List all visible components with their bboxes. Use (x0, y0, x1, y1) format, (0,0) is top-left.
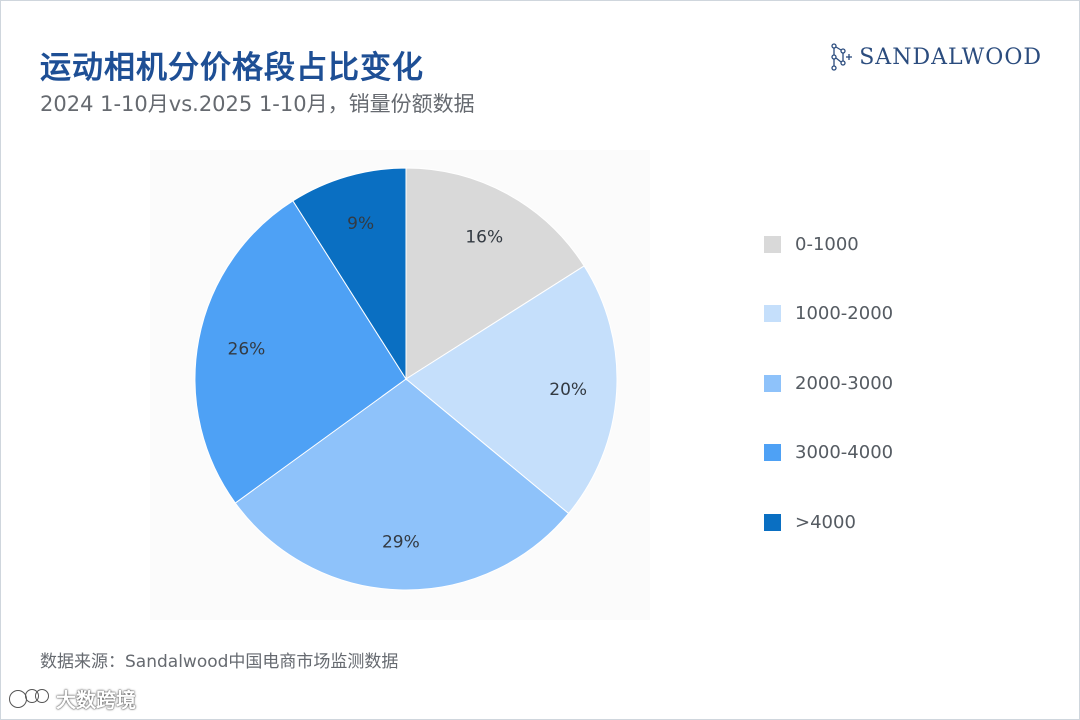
legend-swatch (764, 513, 781, 531)
brand-logo: SANDALWOOD (829, 42, 1042, 72)
page-title: 运动相机分价格段占比变化 (40, 50, 424, 86)
pie-slice-4 (194, 200, 407, 504)
page-subtitle: 2024 1-10月vs.2025 1-10月，销量份额数据 (40, 92, 475, 116)
pie-slice-2 (405, 265, 618, 515)
legend-item-4: 3000-4000 (764, 439, 893, 467)
legend-swatch (764, 235, 781, 253)
pie-slice-3 (234, 378, 570, 591)
slice-label-5: 9% (347, 214, 374, 234)
watermark: 大数跨境 (8, 684, 136, 713)
pie-slice-1 (405, 167, 585, 380)
legend-item-5: >4000 (764, 508, 893, 536)
legend-swatch (764, 305, 781, 322)
brand-name: SANDALWOOD (859, 44, 1042, 70)
slice-label-2: 20% (549, 380, 587, 400)
legend-swatch (764, 444, 781, 461)
legend-label: >4000 (795, 511, 856, 533)
legend-item-3: 2000-3000 (764, 369, 893, 397)
pie-slice-5 (292, 167, 407, 381)
watermark-logo-icon (9, 688, 49, 708)
legend-item-2: 1000-2000 (764, 300, 893, 328)
legend-label: 0-1000 (795, 233, 859, 255)
watermark-text: 大数跨境 (56, 688, 136, 712)
legend-swatch (764, 374, 781, 392)
legend-label: 1000-2000 (795, 303, 894, 324)
legend-item-1: 0-1000 (764, 230, 893, 258)
slice-label-3: 29% (382, 532, 420, 552)
slice-label-1: 16% (465, 228, 503, 248)
legend-label: 3000-4000 (795, 442, 894, 463)
slice-label-4: 26% (228, 340, 266, 360)
data-source: 数据来源：Sandalwood中国电商市场监测数据 (40, 652, 399, 672)
legend-label: 2000-3000 (795, 372, 894, 394)
chart-legend: 0-1000 1000-2000 2000-3000 3000-4000 >4000 (764, 230, 893, 578)
network-logo-icon (831, 43, 853, 71)
